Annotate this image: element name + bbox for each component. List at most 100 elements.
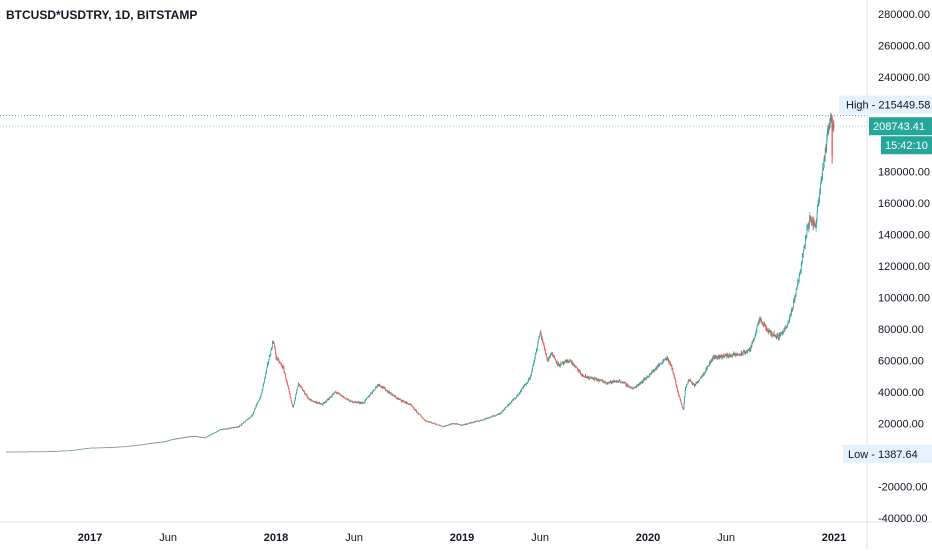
candle-body xyxy=(654,369,656,371)
candle-body xyxy=(633,387,635,388)
candle-body xyxy=(826,132,828,139)
candle-body xyxy=(40,451,42,452)
candle-body xyxy=(818,198,820,202)
candle-body xyxy=(187,436,189,438)
candle-body xyxy=(326,399,328,401)
candle-body xyxy=(13,451,15,453)
candle-body xyxy=(137,444,139,446)
candle-body xyxy=(18,451,20,453)
candle-body xyxy=(103,447,104,449)
candle-body xyxy=(797,281,799,287)
candle-body xyxy=(100,447,102,449)
candle-body xyxy=(770,332,772,336)
candle-body xyxy=(431,422,433,424)
candle-body xyxy=(383,386,384,389)
candle-body xyxy=(272,342,274,343)
candle-body xyxy=(805,235,807,239)
candle-body xyxy=(481,419,483,421)
candle-body xyxy=(56,451,58,452)
candle-body xyxy=(615,381,617,382)
candle-body xyxy=(365,399,367,400)
candle-body xyxy=(700,377,702,378)
candle-body xyxy=(540,331,542,335)
candle-body xyxy=(409,403,411,405)
candle-body xyxy=(500,412,502,414)
candle-body xyxy=(681,403,682,404)
candle-body xyxy=(275,348,276,354)
candle-body xyxy=(417,412,419,414)
candle-body xyxy=(134,445,136,446)
candle-body xyxy=(456,423,458,425)
candle-body xyxy=(414,409,415,410)
candle-body xyxy=(307,397,309,399)
candle-body xyxy=(94,447,95,449)
candle-body xyxy=(725,355,727,356)
candle-body xyxy=(684,390,686,397)
candle-body xyxy=(551,353,552,354)
candle-body xyxy=(302,390,304,391)
candle-body xyxy=(21,451,23,453)
candle-body xyxy=(809,219,810,226)
candle-body xyxy=(630,386,631,388)
candle-body xyxy=(148,443,149,445)
candle-body xyxy=(710,359,712,363)
candle-body xyxy=(315,402,316,403)
candle-body xyxy=(426,421,428,422)
candle-body xyxy=(29,451,31,453)
candle-body xyxy=(641,381,643,383)
candle-body xyxy=(675,378,676,382)
candle-body xyxy=(87,448,89,449)
candle-body xyxy=(634,387,635,388)
candle-body xyxy=(479,420,481,421)
candle-body xyxy=(497,414,498,415)
candle-body xyxy=(158,442,160,443)
candle-body xyxy=(513,398,515,400)
candle-body xyxy=(693,383,695,385)
candle-body xyxy=(83,448,85,450)
candle-body xyxy=(611,380,613,384)
candle-body xyxy=(574,365,576,367)
candle-body xyxy=(748,348,750,350)
candle-body xyxy=(438,425,440,426)
candle-body xyxy=(759,319,760,322)
candle-body xyxy=(649,375,650,377)
candle-body xyxy=(549,356,551,358)
candle-body xyxy=(669,362,671,366)
candle-body xyxy=(275,353,277,358)
candle-body xyxy=(544,349,546,350)
candle-body xyxy=(365,399,366,401)
candle-body xyxy=(135,445,137,446)
candle-body xyxy=(461,424,462,426)
candle-body xyxy=(520,390,522,392)
candle-body xyxy=(77,449,78,451)
candle-body xyxy=(118,446,119,448)
candle-body xyxy=(62,450,64,452)
candle-body xyxy=(327,398,329,401)
last-price-label: 208743.41 xyxy=(873,121,925,133)
candle-body xyxy=(515,398,516,399)
candle-body xyxy=(282,367,283,368)
candle-body xyxy=(6,451,8,453)
candle-body xyxy=(17,451,19,453)
candle-body xyxy=(814,222,815,225)
low-label: Low - 1387.64 xyxy=(848,449,918,461)
candle-body xyxy=(160,441,162,443)
candle-body xyxy=(355,401,357,403)
candle-body xyxy=(253,411,255,412)
candle-body xyxy=(739,354,741,356)
candle-body xyxy=(504,408,506,410)
candle-body xyxy=(579,371,580,372)
candle-body xyxy=(263,381,265,383)
candle-body xyxy=(478,420,480,422)
candle-body xyxy=(256,404,257,406)
candle-body xyxy=(547,359,549,362)
candle-body xyxy=(527,382,528,383)
candle-body xyxy=(195,436,196,437)
candle-body xyxy=(815,223,817,228)
candle-body xyxy=(386,390,387,391)
y-tick-label: 100000.00 xyxy=(878,293,930,305)
candle-body xyxy=(796,286,798,287)
candle-body xyxy=(19,451,21,453)
